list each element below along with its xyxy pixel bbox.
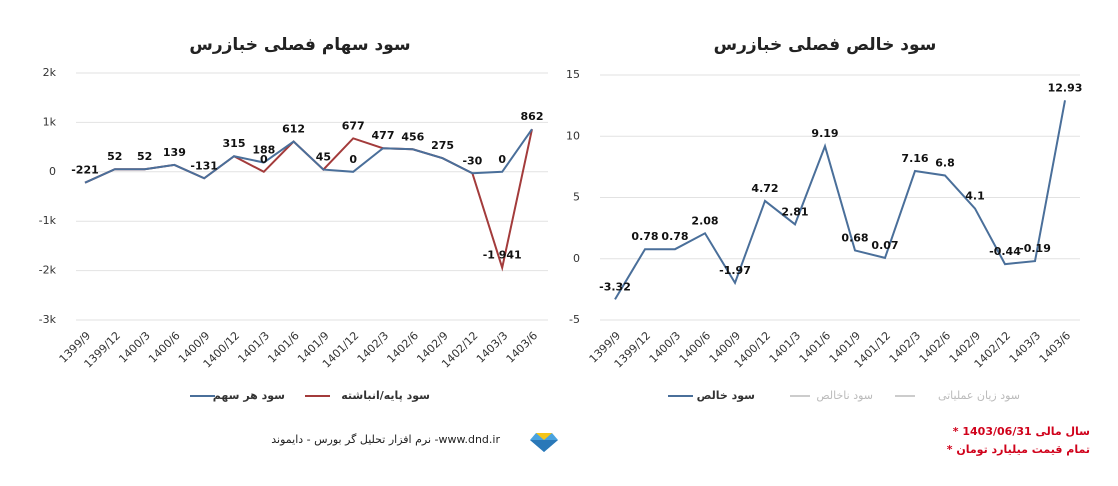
data-label: 315: [223, 137, 246, 150]
note: * سال مالی 1403/06/31: [953, 425, 1090, 438]
credit: نرم افزار تحلیل گر بورس - دایموند -www.d…: [271, 433, 500, 446]
y-tick-label: 1k: [43, 115, 57, 128]
y-tick-label: 10: [566, 129, 580, 142]
data-label: 52: [137, 150, 152, 163]
data-label: 45: [316, 151, 331, 164]
data-label: 0: [260, 153, 268, 166]
legend-label: سود ناخالص: [816, 389, 873, 402]
y-tick-label: 0: [573, 252, 580, 265]
y-tick-label: -3k: [39, 313, 57, 326]
y-tick-label: -1k: [39, 214, 57, 227]
data-label: 0.78: [661, 230, 688, 243]
data-label: 52: [107, 150, 122, 163]
y-tick-label: -5: [569, 313, 580, 326]
data-label: 4.1: [965, 190, 985, 203]
y-tick-label: -2k: [39, 264, 57, 277]
y-tick-label: 5: [573, 191, 580, 204]
y-tick-label: 2k: [43, 66, 57, 79]
data-label: 7.16: [901, 152, 928, 165]
y-tick-label: 15: [566, 68, 580, 81]
data-label: 139: [163, 146, 186, 159]
data-label: 2.81: [781, 205, 808, 218]
data-label: 0.78: [631, 230, 658, 243]
data-label: 6.8: [935, 156, 955, 169]
legend-label: سود زیان عملیاتی: [938, 389, 1020, 402]
data-label: -30: [462, 154, 482, 167]
data-label: 0: [498, 153, 506, 166]
legend-label: سود هر سهم: [213, 389, 285, 402]
data-label: -131: [190, 159, 218, 172]
data-label: 477: [372, 129, 395, 142]
note: * تمام قیمت میلیارد تومان: [947, 443, 1090, 456]
data-label: 2.08: [691, 214, 718, 227]
data-label: 862: [521, 110, 544, 123]
data-label: 4.72: [751, 182, 778, 195]
data-label: 612: [282, 123, 305, 136]
logo: [530, 433, 558, 452]
legend-label: سود خالص: [697, 389, 755, 402]
y-tick-label: 0: [49, 165, 56, 178]
data-label: -3.32: [599, 280, 631, 293]
data-label: -1 941: [483, 249, 522, 262]
data-label: 0.07: [871, 239, 898, 252]
legend-label: سود پایه/انباشته: [341, 389, 430, 402]
data-label: 275: [431, 139, 454, 152]
chart-title: سود سهام فصلی خبازرس: [189, 35, 410, 55]
data-label: -0.19: [1019, 242, 1051, 255]
data-label: 0: [349, 153, 357, 166]
series-line: [614, 100, 1066, 300]
data-label: -1.97: [719, 264, 751, 277]
series-line: [84, 128, 533, 184]
data-label: 0.68: [841, 231, 868, 244]
data-label: 677: [342, 119, 365, 132]
data-label: -0.44: [989, 245, 1021, 258]
chart-title: سود خالص فصلی خبازرس: [714, 35, 937, 55]
data-label: 9.19: [811, 127, 838, 140]
data-label: 456: [401, 130, 424, 143]
data-label: 12.93: [1048, 81, 1083, 94]
data-label: -221: [71, 164, 99, 177]
data-label: 188: [252, 144, 275, 157]
